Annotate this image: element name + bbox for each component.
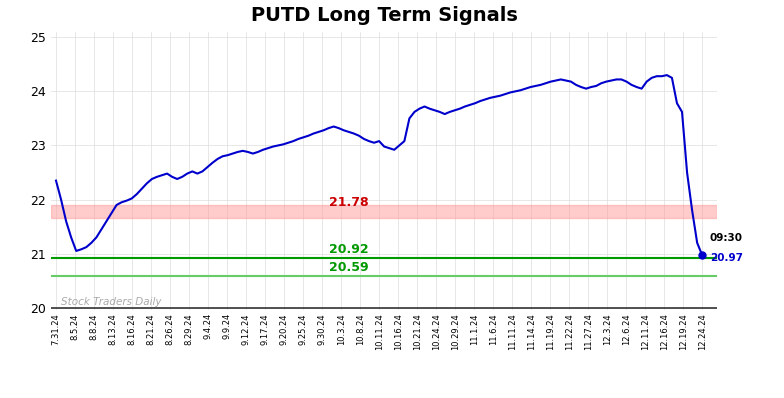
- Text: 20.97: 20.97: [710, 253, 742, 263]
- Title: PUTD Long Term Signals: PUTD Long Term Signals: [251, 6, 517, 25]
- Bar: [51, 205, 717, 218]
- Text: Stock Traders Daily: Stock Traders Daily: [61, 297, 162, 306]
- Text: 20.92: 20.92: [329, 243, 369, 256]
- Text: 21.78: 21.78: [329, 196, 369, 209]
- Text: 20.59: 20.59: [329, 261, 369, 274]
- Text: 09:30: 09:30: [710, 233, 742, 243]
